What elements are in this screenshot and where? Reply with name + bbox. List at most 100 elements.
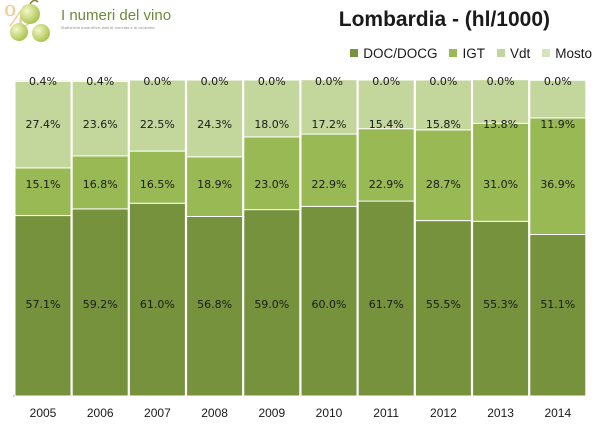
data-label-vdt-2011: 15.4% [369,118,404,131]
legend-swatch [496,49,505,57]
data-label-doc-docg-2005: 57.1% [26,298,61,311]
data-label-mosto-2007: 0.0% [143,75,171,88]
data-label-vdt-2010: 17.2% [312,118,347,131]
bar-segment-igt-2009 [243,136,301,211]
data-label-mosto-2005: 0.4% [29,75,57,88]
data-label-vdt-2008: 24.3% [197,118,232,131]
bar-segment-vdt-2011 [357,79,415,130]
legend-label: DOC/DOCG [363,45,438,61]
legend-swatch [350,49,359,57]
bar-segment-vdt-2013 [472,79,530,124]
bar-segment-vdt-2008 [186,79,244,158]
legend-item-vdt: Vdt [496,45,531,61]
data-label-vdt-2012: 15.8% [426,118,461,131]
legend-item-mosto: Mosto [542,46,592,61]
data-label-doc-docg-2014: 51.1% [540,298,575,311]
data-label-doc-docg-2009: 59.0% [254,298,289,311]
x-tick-label-2007: 2007 [144,406,171,420]
legend-item-igt: IGT [449,46,485,61]
bar-segment-doc-docg-2014 [529,234,587,397]
bar-segment-igt-2006 [71,155,129,210]
data-label-vdt-2014: 11.9% [540,118,575,131]
data-label-igt-2008: 18.9% [197,178,232,191]
data-label-igt-2013: 31.0% [483,178,518,191]
data-label-mosto-2014: 0.0% [544,75,572,88]
data-label-mosto-2009: 0.0% [258,75,286,88]
x-tick-label-2011: 2011 [373,406,399,420]
data-label-doc-docg-2008: 56.8% [197,298,232,311]
bar-segment-doc-docg-2007 [128,202,186,397]
logo-title: I numeri del vino [61,7,172,24]
bar-segment-mosto-2005 [14,79,72,82]
legend-swatch [542,49,551,57]
legend-label: Mosto [555,45,592,61]
segment-labels-group: 57.1% 15.1% 27.4% 0.4% 59.2% 16.8% 23.6% 0.4% 61… [26,75,576,311]
x-tick-labels-group: 2005 2006 2007 2008 2009 2010 2011 2012 2013 2014 [30,406,572,420]
bar-segment-doc-docg-2011 [357,200,415,397]
data-label-mosto-2008: 0.0% [201,75,229,88]
data-label-igt-2009: 23.0% [254,178,289,191]
data-label-doc-docg-2012: 55.5% [426,298,461,311]
bar-segment-doc-docg-2005 [14,215,72,397]
bar-segment-igt-2005 [14,167,72,217]
bar-segment-igt-2008 [186,156,244,218]
data-label-igt-2011: 22.9% [369,178,404,191]
data-label-doc-docg-2007: 61.0% [140,298,175,311]
legend-label: Vdt [509,45,531,61]
data-label-igt-2010: 22.9% [312,178,347,191]
x-tick-label-2009: 2009 [258,406,285,420]
data-label-mosto-2012: 0.0% [429,75,457,88]
bar-segment-doc-docg-2006 [71,208,129,397]
data-label-vdt-2007: 22.5% [140,118,175,131]
x-tick-label-2014: 2014 [544,406,571,420]
data-label-vdt-2006: 23.6% [83,118,118,131]
data-label-igt-2005: 15.1% [26,178,61,191]
x-tick-label-2013: 2013 [487,406,514,420]
bar-segment-vdt-2012 [414,79,472,131]
chart-title: Lombardia - (hl/1000) [338,8,550,31]
data-label-vdt-2005: 27.4% [26,118,61,131]
data-label-doc-docg-2011: 61.7% [369,298,404,311]
data-label-mosto-2006: 0.4% [86,75,114,88]
x-tick-label-2006: 2006 [87,406,114,420]
legend-label: IGT [462,45,485,61]
data-label-igt-2007: 16.5% [140,178,175,191]
x-tick-label-2008: 2008 [201,406,228,420]
data-label-mosto-2011: 0.0% [372,75,400,88]
bar-segment-mosto-2006 [71,79,129,82]
data-label-doc-docg-2010: 60.0% [312,298,347,311]
bar-segment-igt-2012 [414,129,472,222]
data-label-doc-docg-2006: 59.2% [83,298,118,311]
bar-segment-vdt-2006 [71,80,129,157]
bar-segment-vdt-2014 [529,79,587,119]
chart-legend: DOC/DOCG IGT Vdt Mosto [300,43,592,63]
bar-segment-doc-docg-2013 [472,220,530,397]
x-tick-label-2005: 2005 [30,406,57,420]
bar-segment-vdt-2010 [300,79,358,135]
bar-segment-vdt-2005 [14,80,72,169]
data-label-vdt-2009: 18.0% [254,118,289,131]
bar-segment-igt-2014 [529,117,587,235]
legend-swatch [449,49,458,57]
data-label-igt-2014: 36.9% [540,178,575,191]
logo: % I numeri del vino Statistiche produtti… [0,0,200,44]
data-label-igt-2006: 16.8% [83,178,118,191]
bar-segment-igt-2010 [300,133,358,207]
data-label-mosto-2010: 0.0% [315,75,343,88]
legend-item-doc-docg: DOC/DOCG [350,46,437,61]
bar-segment-igt-2011 [357,128,415,202]
bar-segment-doc-docg-2009 [243,209,301,397]
bar-segment-doc-docg-2008 [186,216,244,397]
logo-subtitle: Statistiche produttive, dati di mercato … [61,26,155,30]
x-tick-label-2010: 2010 [316,406,343,420]
data-label-doc-docg-2013: 55.3% [483,298,518,311]
bar-segment-igt-2013 [472,122,530,222]
grape-icon: % [4,0,50,42]
bar-segment-vdt-2009 [243,79,301,138]
data-label-igt-2012: 28.7% [426,178,461,191]
data-label-mosto-2013: 0.0% [487,75,515,88]
bar-segment-doc-docg-2012 [414,220,472,397]
bar-segment-vdt-2007 [128,79,186,152]
bar-segment-igt-2007 [128,150,186,204]
